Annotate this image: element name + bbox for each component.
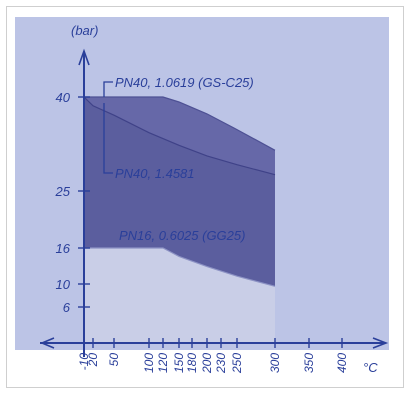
series-label-pn40-1-4581: PN40, 1.4581 <box>115 166 195 181</box>
y-unit-label: (bar) <box>71 23 98 38</box>
area-pn16-gg25 <box>84 248 275 343</box>
x-tick-label-20: 20 <box>86 353 100 368</box>
leader-pn40-gs-c25 <box>103 81 113 97</box>
chart-frame: -10 20 50 100 120 150 180 200 230 250 300 350 400 6 10… <box>6 6 404 388</box>
x-tick-label-350: 350 <box>302 353 316 373</box>
y-tick-label-10: 10 <box>56 277 71 292</box>
series-label-pn40-gs-c25: PN40, 1.0619 (GS-C25) <box>115 75 254 90</box>
x-tick-label-150: 150 <box>172 353 186 373</box>
x-unit-label: °C <box>363 360 378 375</box>
series-line-pn40-gs-c25 <box>84 96 276 151</box>
x-tick-label-200: 200 <box>200 353 214 374</box>
series-line-pn40-1-4581 <box>83 96 276 176</box>
y-tick-label-40: 40 <box>56 90 71 105</box>
x-tick-label-400: 400 <box>335 353 349 373</box>
x-axis-left-arrow <box>39 337 55 349</box>
x-tick-label--10: -10 <box>77 353 91 371</box>
y-axis-arrow <box>78 48 90 66</box>
y-tick-label-25: 25 <box>55 184 71 199</box>
x-tick-label-120: 120 <box>156 353 170 373</box>
x-tick-label-100: 100 <box>142 353 156 373</box>
series-label-pn16-gg25: PN16, 0.6025 (GG25) <box>119 228 245 243</box>
y-tick-label-16: 16 <box>56 241 71 256</box>
x-axis-right-arrow <box>372 337 389 349</box>
x-tick-label-300: 300 <box>268 353 282 373</box>
x-tick-label-180: 180 <box>185 353 199 373</box>
series-line-pn16-gg25 <box>84 247 276 287</box>
y-tick-label-6: 6 <box>63 300 71 315</box>
x-tick-label-230: 230 <box>214 353 228 374</box>
leader-pn40-1-4581 <box>103 103 113 174</box>
x-tick-label-250: 250 <box>230 353 244 374</box>
x-tick-label-50: 50 <box>107 353 121 367</box>
